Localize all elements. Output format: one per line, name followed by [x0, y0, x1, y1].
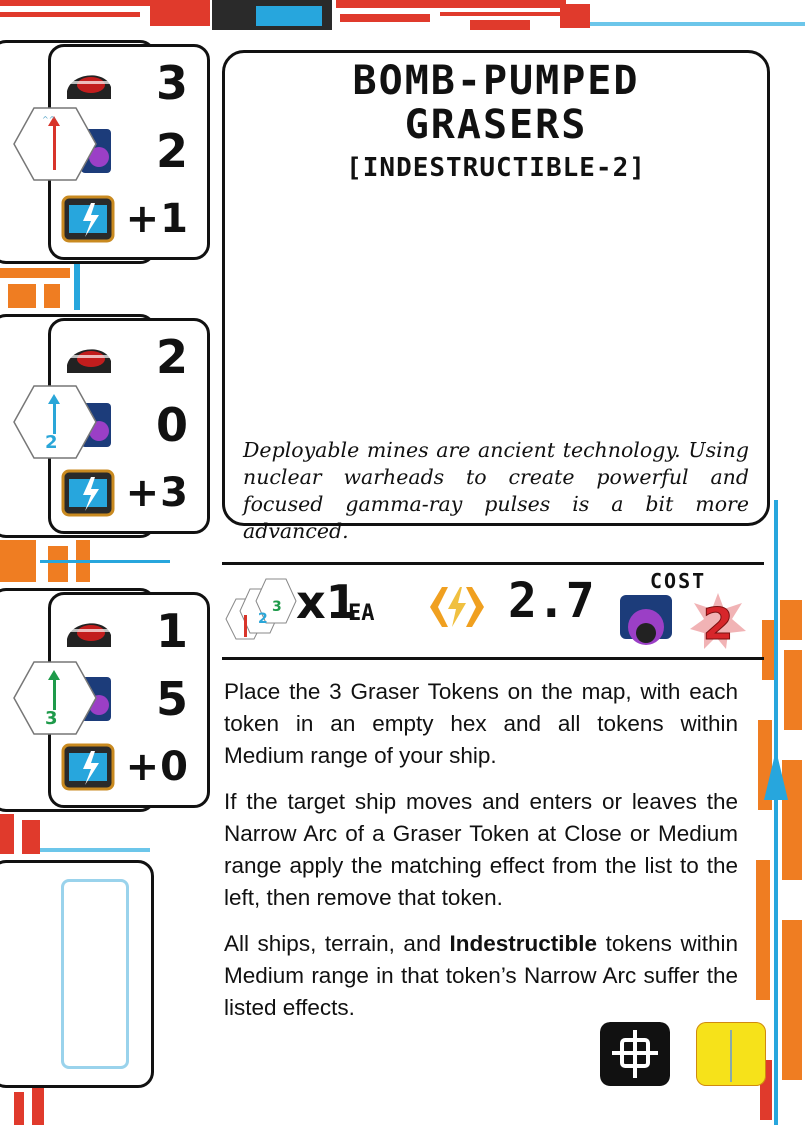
left-decoration-4-art: [14, 1086, 44, 1125]
each-label: EA: [348, 601, 375, 626]
card-title-box: Bomb-Pumped Grasers [Indestructible-2] D…: [222, 50, 770, 543]
rules-paragraph-3: All ships, terrain, and Indestructible t…: [224, 928, 738, 1024]
power-value: 2.7: [508, 573, 595, 629]
rules-p3-pre: All ships, terrain, and: [224, 931, 441, 956]
damage-icon: [61, 59, 115, 107]
rules-paragraph-2: If the target ship moves and enters or l…: [224, 789, 738, 910]
damage-row: 2: [51, 329, 201, 385]
svg-text:^^: ^^: [42, 115, 55, 124]
right-decoration: [750, 500, 805, 1125]
token-count: x1: [296, 575, 358, 629]
rules-paragraph-1: Place the 3 Graser Tokens on the map, wi…: [224, 679, 738, 768]
modifier-row: +3: [51, 465, 201, 521]
token-1-stat-panel: 3 2 +1: [48, 44, 210, 260]
damage-row: 3: [51, 55, 201, 111]
modifier-value: +1: [125, 196, 189, 242]
power-icon: [430, 587, 484, 627]
shield-modifier-icon: [61, 195, 115, 243]
graser-token-icon: 2: [13, 385, 97, 459]
damage-icon: [67, 349, 111, 373]
graser-token-icon: ^^: [13, 107, 97, 181]
left-decoration-2-art: [0, 540, 170, 582]
left-decoration-1-art: [0, 264, 80, 310]
top-decoration-art: [0, 0, 805, 30]
bottom-left-panel: [0, 860, 154, 1088]
damage-value: 2: [155, 330, 189, 384]
token-label: 3: [45, 708, 58, 729]
flavor-text: Deployable mines are ancient technology.…: [243, 438, 749, 543]
card-title-line-1: Bomb-Pumped: [352, 58, 640, 104]
rules-p3-post: tokens within Medium range in that token…: [224, 931, 738, 1020]
target-lock-icon: [600, 1022, 670, 1086]
crew-value: 2: [155, 124, 189, 178]
crew-cost-icon: [620, 595, 672, 645]
left-decoration-4: [10, 1086, 60, 1125]
narrow-arc-icon: [696, 1022, 766, 1086]
left-decoration-2: [0, 536, 170, 586]
svg-text:3: 3: [272, 599, 282, 615]
rules-text: Place the 3 Graser Tokens on the map, wi…: [224, 676, 738, 1038]
crew-value: 5: [155, 672, 189, 726]
cost-value: 2: [703, 599, 734, 650]
damage-icon: [67, 623, 111, 647]
top-decoration: [0, 0, 805, 40]
token-label: 2: [45, 432, 58, 453]
shield-modifier-icon: [61, 743, 115, 791]
cost-stat-bar: 2 3 x1 EA 2.7 Cost 2: [222, 562, 764, 660]
modifier-value: +3: [125, 470, 189, 516]
left-decoration-1: [0, 264, 90, 310]
card-title: Bomb-Pumped Grasers: [225, 59, 767, 147]
bottom-left-slot: [61, 879, 129, 1069]
cost-badge-icon: 2: [690, 593, 746, 651]
cost-label: Cost: [650, 569, 707, 593]
right-decoration-art: [756, 500, 802, 1125]
graser-token-stack-icon: 2 3: [225, 578, 297, 640]
svg-text:2: 2: [258, 611, 268, 627]
card-subtitle: [Indestructible-2]: [346, 153, 646, 183]
card-title-line-2: Grasers: [404, 102, 588, 148]
damage-value: 1: [155, 604, 189, 658]
modifier-value: +0: [125, 744, 189, 790]
modifier-row: +1: [51, 191, 201, 247]
left-decoration-3-art: [0, 814, 150, 854]
crew-value: 0: [155, 398, 189, 452]
rules-p3-keyword: Indestructible: [449, 931, 598, 956]
shield-modifier-icon: [61, 469, 115, 517]
graser-token-icon: 3: [13, 661, 97, 735]
left-decoration-3: [0, 810, 150, 856]
damage-value: 3: [155, 56, 189, 110]
damage-row: 1: [51, 603, 201, 659]
modifier-row: +0: [51, 739, 201, 795]
